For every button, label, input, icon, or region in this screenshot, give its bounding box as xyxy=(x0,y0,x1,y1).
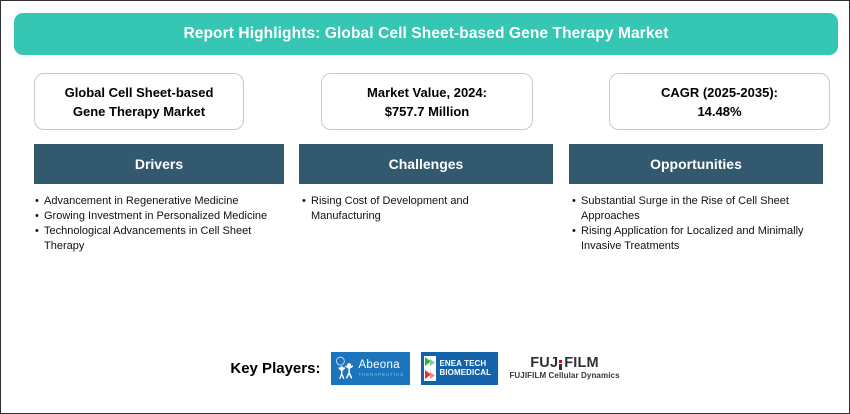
fujifilm-subtext: FUJIFILM Cellular Dynamics xyxy=(509,371,620,380)
list-item: Rising Application for Localized and Min… xyxy=(571,224,829,254)
enea-line1: ENEA TECH xyxy=(439,359,487,368)
fujifilm-red-dot-i: I xyxy=(559,359,563,371)
key-players-label: Key Players: xyxy=(230,359,321,377)
abeona-name: Abeona xyxy=(358,359,400,371)
abeona-figures-icon xyxy=(336,356,354,379)
drivers-header: Drivers xyxy=(34,144,284,184)
challenges-list: Rising Cost of Development and Manufactu… xyxy=(301,194,506,224)
opportunities-header-label: Opportunities xyxy=(650,156,742,172)
market-value-label: Market Value, 2024: xyxy=(367,84,487,100)
abeona-subtext: THERAPEUTICS xyxy=(358,372,404,377)
list-item: Technological Advancements in Cell Sheet… xyxy=(34,224,274,254)
market-name-line2: Gene Therapy Market xyxy=(72,103,206,119)
cagr-box: CAGR (2025-2035): 14.48% xyxy=(609,73,830,130)
drivers-header-label: Drivers xyxy=(134,156,184,172)
cagr-value: 14.48% xyxy=(697,103,742,119)
challenges-header-label: Challenges xyxy=(388,156,464,172)
list-item: Advancement in Regenerative Medicine xyxy=(34,194,274,209)
fujifilm-part1: FUJ xyxy=(530,355,559,371)
opportunities-header: Opportunities xyxy=(569,144,823,184)
banner: Report Highlights: Global Cell Sheet-bas… xyxy=(14,13,838,55)
list-item: Growing Investment in Personalized Medic… xyxy=(34,209,274,224)
key-players-row: Key Players: Abeona THERAPEUTICS xyxy=(1,348,849,388)
market-value-box: Market Value, 2024: $757.7 Million xyxy=(321,73,533,130)
market-name-box: Global Cell Sheet-based Gene Therapy Mar… xyxy=(34,73,244,130)
opportunities-list: Substantial Surge in the Rise of Cell Sh… xyxy=(571,194,829,254)
list-item: Rising Cost of Development and Manufactu… xyxy=(301,194,506,224)
fujifilm-cellular-dynamics-logo: FUJ I FILM FUJIFILM Cellular Dynamics xyxy=(509,356,619,380)
enea-wordmark: ENEA TECH BIOMEDICAL xyxy=(439,359,491,377)
list-item: Substantial Surge in the Rise of Cell Sh… xyxy=(571,194,829,224)
market-value-amount: $757.7 Million xyxy=(384,103,470,119)
enea-tech-biomedical-logo: ENEA TECH BIOMEDICAL xyxy=(421,351,499,385)
drivers-list: Advancement in Regenerative Medicine Gro… xyxy=(34,194,274,254)
report-title: Report Highlights: Global Cell Sheet-bas… xyxy=(183,25,669,42)
dna-chevron-icon xyxy=(424,355,437,381)
fujifilm-part3: FILM xyxy=(564,355,599,371)
enea-line2: BIOMEDICAL xyxy=(439,368,492,377)
fujifilm-wordmark: FUJ I FILM xyxy=(530,355,599,371)
challenges-header: Challenges xyxy=(299,144,553,184)
abeona-therapeutics-logo: Abeona THERAPEUTICS xyxy=(331,351,411,385)
cagr-label: CAGR (2025-2035): xyxy=(660,84,779,100)
market-name-line1: Global Cell Sheet-based xyxy=(64,84,214,100)
abeona-wordmark: Abeona THERAPEUTICS xyxy=(358,359,404,377)
